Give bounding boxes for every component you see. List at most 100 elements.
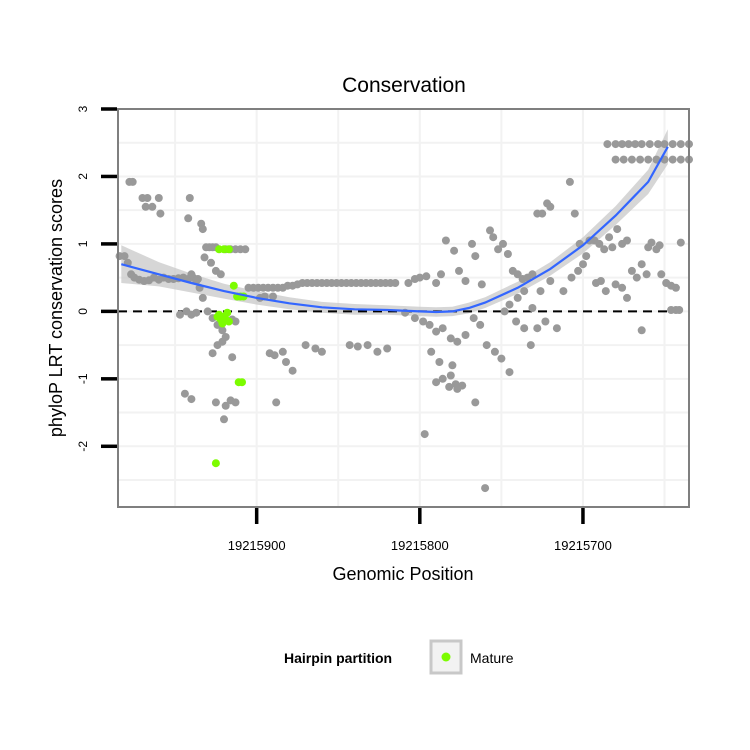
data-point <box>675 306 684 314</box>
y-tick-label: 0 <box>76 308 90 315</box>
data-point <box>644 243 653 252</box>
data-point <box>655 241 664 250</box>
data-point-mature <box>215 310 224 319</box>
data-point <box>218 337 227 346</box>
data-point <box>500 307 509 316</box>
panel-border <box>117 108 690 508</box>
data-point <box>311 344 320 353</box>
data-point <box>676 155 685 164</box>
data-point <box>128 177 137 186</box>
y-axis-title: phyloP LRT conservation scores <box>46 179 66 437</box>
legend-title: Hairpin partition <box>284 650 392 666</box>
data-point <box>481 484 490 493</box>
data-point <box>446 334 455 343</box>
y-tick-label: 1 <box>76 240 90 247</box>
data-point <box>671 283 680 292</box>
data-point <box>231 398 240 407</box>
data-point <box>353 342 362 351</box>
data-point <box>180 389 189 398</box>
x-tick-label: 19215700 <box>554 538 612 553</box>
data-point <box>216 270 225 279</box>
data-point <box>579 260 587 269</box>
data-point <box>468 239 476 248</box>
data-point <box>427 347 436 356</box>
data-point <box>657 270 666 279</box>
data-point <box>187 270 196 279</box>
data-point <box>208 349 217 358</box>
data-point <box>505 368 514 377</box>
data-point <box>541 317 550 326</box>
data-point <box>383 344 392 353</box>
smooth-line <box>121 146 669 314</box>
data-point <box>533 324 542 333</box>
data-point <box>221 401 230 410</box>
data-point <box>611 280 620 289</box>
data-point <box>528 270 537 279</box>
data-point <box>505 300 514 309</box>
data-point <box>432 279 441 287</box>
data-point <box>453 337 462 346</box>
data-point <box>453 384 462 393</box>
data-point <box>445 382 454 391</box>
data-point-mature <box>229 281 238 290</box>
data-point <box>203 307 212 316</box>
data-point <box>513 293 522 302</box>
data-point <box>538 209 547 218</box>
data-point <box>461 277 470 285</box>
x-axis-ticks: 19215900 19215800 19215700 <box>228 508 612 553</box>
y-tick-label: -1 <box>76 373 90 384</box>
data-point <box>613 225 622 234</box>
data-point <box>618 140 627 149</box>
data-point <box>438 324 447 333</box>
data-point <box>601 287 610 296</box>
data-point <box>637 260 646 269</box>
data-point <box>154 194 163 202</box>
data-point <box>490 347 499 356</box>
data-point <box>660 140 669 149</box>
data-point-mature <box>221 315 230 324</box>
data-point <box>637 140 646 149</box>
data-point <box>469 314 478 323</box>
data-point <box>187 395 196 404</box>
data-point <box>415 273 424 282</box>
data-point <box>503 250 512 258</box>
data-point <box>455 266 463 275</box>
data-point <box>636 155 645 164</box>
data-point <box>120 252 129 261</box>
data-point <box>494 245 503 254</box>
legend-label-mature: Mature <box>470 650 514 666</box>
data-point <box>425 320 434 329</box>
data-point <box>198 293 207 302</box>
data-point <box>595 239 604 248</box>
data-point <box>272 398 281 407</box>
data-point <box>282 358 290 366</box>
data-point <box>410 314 419 323</box>
data-point <box>270 351 279 360</box>
data-point <box>497 354 506 363</box>
data-point <box>450 246 459 255</box>
data-point <box>218 326 227 335</box>
data-point <box>404 279 413 287</box>
data-point <box>526 341 535 350</box>
y-tick-label: 2 <box>76 173 90 180</box>
data-point <box>570 209 579 218</box>
data-point <box>631 140 640 149</box>
data-point <box>192 308 201 317</box>
y-tick-label: 3 <box>76 105 90 112</box>
data-point <box>668 155 677 164</box>
data-point <box>499 239 507 248</box>
data-point <box>559 287 568 296</box>
data-point <box>600 245 609 254</box>
data-point <box>520 287 529 296</box>
data-point <box>619 155 628 164</box>
data-point <box>536 287 545 296</box>
data-point <box>461 331 470 339</box>
data-point <box>476 320 485 329</box>
data-point <box>185 194 194 202</box>
data-point <box>627 155 636 164</box>
data-point <box>448 361 457 370</box>
data-point <box>471 398 480 407</box>
smooth-curve <box>121 146 669 314</box>
data-point <box>489 233 498 242</box>
